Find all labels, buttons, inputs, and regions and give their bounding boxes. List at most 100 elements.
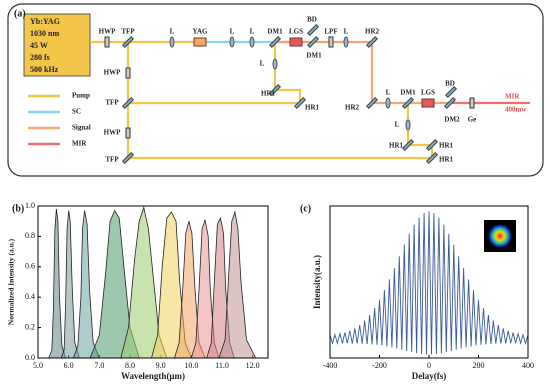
- panel-label: (c): [300, 203, 311, 214]
- laser-spec: 280 fs: [30, 53, 50, 62]
- laser-spec: 45 W: [30, 41, 48, 50]
- beam: [275, 40, 450, 105]
- x-tick-label: -400: [323, 361, 338, 370]
- spectrum: [218, 210, 257, 359]
- component-label: HR1: [305, 104, 320, 112]
- lens: [343, 36, 349, 48]
- spectrum: [60, 210, 80, 359]
- output-label: MIR: [505, 93, 520, 101]
- lens: [229, 36, 235, 48]
- x-axis-label: Delay(fs): [412, 371, 447, 381]
- x-tick-label: 400: [522, 361, 534, 370]
- panel-frame: [7, 3, 544, 177]
- trace: [329, 211, 529, 355]
- y-tick-label: 0.4: [25, 292, 35, 301]
- component-label: BD: [307, 16, 317, 24]
- laser-spec: 500 kHz: [30, 65, 59, 74]
- y-axis-label: Intensity(a.u.): [312, 255, 322, 309]
- laser-spec: 1030 nm: [30, 29, 59, 38]
- x-tick-label: -200: [372, 361, 387, 370]
- x-tick-label: 9.0: [156, 361, 166, 370]
- plate: [469, 97, 475, 109]
- component-label: LPF: [324, 28, 337, 36]
- component-label: TFP: [105, 156, 119, 164]
- mirror: [268, 83, 282, 97]
- component-label: HWP: [104, 69, 121, 77]
- mirror: [401, 96, 415, 110]
- y-tick-label: 0.2: [25, 322, 35, 331]
- output-power: 400mw: [505, 106, 527, 114]
- component-label: HWP: [104, 129, 121, 137]
- legend-label: SC: [72, 108, 81, 116]
- laser-spec: Yb:YAG: [30, 17, 60, 26]
- beam-profile: [488, 224, 512, 248]
- component-label: TFP: [121, 28, 135, 36]
- lens: [405, 119, 411, 131]
- component-label: Ge: [468, 116, 477, 124]
- mirror: [365, 35, 379, 49]
- x-tick-label: 10.0: [184, 361, 198, 370]
- component-label: HR1: [261, 90, 276, 98]
- component-label: LGS: [289, 28, 303, 36]
- beam: [128, 103, 434, 160]
- mirror: [121, 96, 135, 110]
- component-label: HR1: [389, 142, 404, 150]
- panel-label: (b): [12, 203, 24, 214]
- component-label: DM1: [306, 52, 322, 60]
- component-label: L: [250, 28, 255, 36]
- x-axis-label: Wavelength(μm): [121, 371, 185, 381]
- mirror: [306, 23, 320, 37]
- component-label: YAG: [193, 28, 208, 36]
- component-label: HR1: [439, 156, 454, 164]
- panel-label: (a): [14, 8, 26, 19]
- plate: [328, 36, 334, 48]
- mirror: [401, 138, 415, 152]
- lens: [169, 36, 175, 48]
- x-tick-label: 5.0: [33, 361, 43, 370]
- component-label: DM1: [267, 28, 283, 36]
- mirror: [425, 138, 439, 152]
- crystal: [193, 37, 207, 47]
- component-label: DM2: [444, 116, 460, 124]
- spectrum: [48, 208, 67, 359]
- mirror: [121, 151, 135, 165]
- legend-label: Signal: [72, 124, 91, 132]
- x-tick-label: 200: [473, 361, 485, 370]
- legend-label: Pump: [72, 92, 90, 100]
- lens: [385, 97, 391, 109]
- x-tick-label: 8.0: [125, 361, 135, 370]
- mirror: [293, 96, 307, 110]
- plate: [104, 36, 110, 48]
- mirror: [365, 96, 379, 110]
- mirror: [268, 35, 282, 49]
- component-label: DM1: [400, 89, 416, 97]
- spectrum: [72, 210, 100, 359]
- crystal: [289, 37, 303, 47]
- x-tick-label: 11.0: [215, 361, 229, 370]
- x-tick-label: 0: [427, 361, 431, 370]
- y-axis-label: Normalized Intensity (a.u.): [7, 238, 16, 325]
- beam: [128, 42, 302, 105]
- component-label: HR2: [345, 104, 360, 112]
- component-label: BD: [445, 80, 455, 88]
- plate: [125, 67, 131, 79]
- component-label: L: [260, 60, 265, 68]
- x-tick-label: 6.0: [64, 361, 74, 370]
- mirror: [306, 35, 320, 49]
- component-label: L: [344, 28, 349, 36]
- crystal: [421, 98, 435, 108]
- y-tick-label: 0.0: [25, 353, 35, 362]
- lens: [249, 36, 255, 48]
- y-tick-label: 1.0: [25, 201, 35, 210]
- component-label: HR1: [439, 142, 454, 150]
- y-tick-label: 0.8: [25, 231, 35, 240]
- plot-frame: [37, 205, 269, 359]
- component-label: LGS: [421, 89, 435, 97]
- laser-box: [23, 13, 91, 77]
- lens: [272, 58, 278, 70]
- component-label: HWP: [99, 28, 116, 36]
- component-label: L: [170, 28, 175, 36]
- legend-label: MIR: [72, 140, 87, 148]
